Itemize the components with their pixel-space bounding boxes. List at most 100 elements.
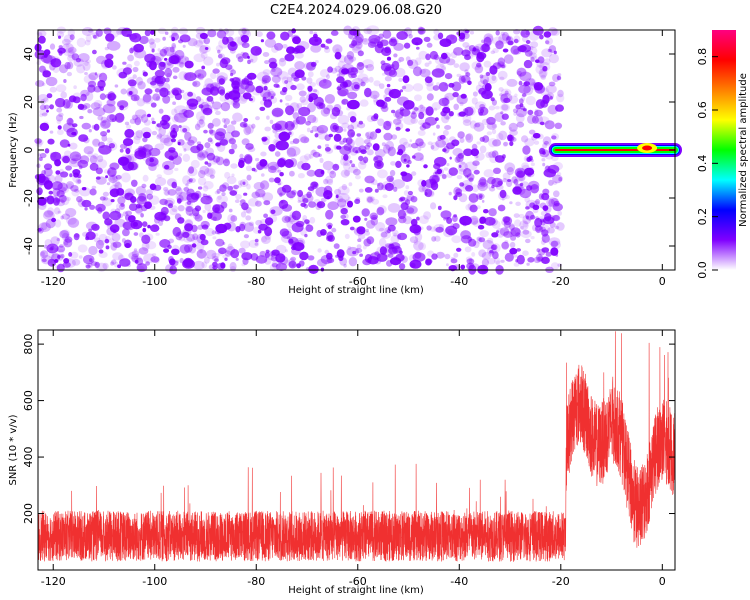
spectrogram-noise-blob <box>44 244 48 249</box>
spectrogram-noise-blob <box>336 251 343 259</box>
spectrogram-noise-blob <box>60 171 69 178</box>
spectrogram-noise-blob <box>255 161 265 170</box>
spectrogram-noise-blob <box>549 96 554 100</box>
spectrogram-noise-blob <box>186 193 199 203</box>
spectrogram-noise-blob <box>339 145 352 156</box>
spectrogram-noise-blob <box>316 124 329 134</box>
spectrogram-noise-blob <box>357 233 366 240</box>
spectrogram-noise-blob <box>542 142 548 149</box>
spectrogram-noise-blob <box>347 102 352 107</box>
spectrogram-noise-blob <box>544 58 551 66</box>
spectrogram-noise-blob <box>421 180 427 187</box>
spectrogram-noise-blob <box>240 41 247 47</box>
spectrogram-noise-blob <box>229 262 237 271</box>
spectrogram-noise-blob <box>195 39 203 47</box>
spectrogram-noise-blob <box>154 216 160 224</box>
spectrogram-noise-blob <box>204 256 210 264</box>
spectrogram-noise-blob <box>177 231 184 239</box>
spectrogram-noise-blob <box>216 30 227 39</box>
spectrogram-noise-blob <box>312 116 319 124</box>
spectrogram-noise-blob <box>40 255 53 265</box>
spectrogram-noise-blob <box>515 232 521 238</box>
spectrogram-noise-blob <box>530 236 535 240</box>
spectrogram-noise-blob <box>323 178 329 185</box>
spectrogram-noise-blob <box>60 253 65 259</box>
spectrogram-noise-blob <box>403 213 408 217</box>
spectrogram-noise-blob <box>343 159 352 167</box>
spectrogram-noise-blob <box>147 113 151 118</box>
spectrogram-noise-blob <box>491 123 497 129</box>
spectrogram-noise-blob <box>204 142 211 149</box>
spectrogram-noise-blob <box>191 236 201 244</box>
spectrogram-noise-blob <box>219 184 227 192</box>
spectrogram-noise-blob <box>281 184 292 193</box>
spectrogram-noise-blob <box>346 85 355 92</box>
spectrogram-noise-blob <box>231 143 238 150</box>
spectrogram-noise-blob <box>496 230 500 234</box>
spectrogram-noise-blob <box>358 188 364 193</box>
spectrogram-noise-blob <box>534 84 546 94</box>
spectrogram-noise-blob <box>388 181 395 188</box>
spectrogram-noise-blob <box>171 181 177 189</box>
spectrogram-noise-blob <box>175 191 188 202</box>
spectrogram-noise-blob <box>244 222 254 233</box>
spectrogram-noise-blob <box>315 186 329 197</box>
spectrogram-noise-blob <box>184 60 194 69</box>
spectrogram-noise-blob <box>542 65 548 72</box>
snr-line-trace <box>37 331 676 563</box>
spectrogram-noise-blob <box>436 251 445 259</box>
spectrogram-noise-blob <box>394 109 404 119</box>
spectrogram-noise-blob <box>465 185 474 192</box>
spectrogram-noise-blob <box>197 73 202 77</box>
spectrogram-noise-blob <box>155 232 160 236</box>
spectrogram-noise-blob <box>159 134 171 144</box>
spectrogram-noise-blob <box>61 156 68 162</box>
spectrogram-noise-blob <box>458 32 466 40</box>
spectrogram-noise-blob <box>255 219 263 226</box>
spectrogram-noise-blob <box>44 148 50 154</box>
colorbar-tick-label: 0.6 <box>696 101 709 119</box>
spectrogram-noise-blob <box>399 108 411 117</box>
spectrogram-noise-blob <box>198 37 206 44</box>
spectrogram-noise-blob <box>193 260 205 270</box>
spectrogram-noise-blob <box>211 252 220 259</box>
spectrogram-noise-blob <box>443 217 447 221</box>
spectrogram-noise-blob <box>204 228 215 237</box>
spectrogram-noise-blob <box>384 76 392 82</box>
spectrogram-noise-blob <box>424 62 430 67</box>
spectrogram-noise-blob <box>293 153 297 158</box>
spectrogram-noise-blob <box>214 190 220 195</box>
spectrogram-noise-blob <box>532 200 540 209</box>
spectrogram-noise-blob <box>255 85 264 94</box>
spectrogram-noise-blob <box>193 53 206 63</box>
spectrogram-noise-blob <box>510 235 517 241</box>
spectrogram-noise-blob <box>473 122 485 132</box>
spectrogram-noise-blob <box>223 124 228 129</box>
spectrogram-noise-blob <box>303 62 315 70</box>
spectrogram-noise-blob <box>145 189 153 196</box>
spectrogram-noise-blob <box>333 133 342 142</box>
spectrogram-noise-blob <box>56 84 67 93</box>
spectrogram-noise-blob <box>477 224 485 230</box>
spectrogram-noise-blob <box>181 231 189 238</box>
spectrogram-noise-blob <box>366 149 374 156</box>
spectrogram-noise-blob <box>271 249 280 256</box>
spectrogram-noise-blob <box>259 159 268 167</box>
spectrogram-noise-blob <box>458 164 462 168</box>
spectrogram-noise-blob <box>464 45 472 54</box>
spectrogram-noise-blob <box>243 192 248 196</box>
spectrogram-noise-blob <box>337 114 350 125</box>
spectrogram-noise-blob <box>290 123 294 127</box>
spectrogram-noise-blob <box>417 130 426 136</box>
spectrogram-noise-blob <box>207 194 212 200</box>
spectrogram-noise-blob <box>499 76 505 81</box>
spectrogram-noise-blob <box>116 188 125 196</box>
spectrogram-noise-blob <box>195 96 202 103</box>
spectrogram-noise-blob <box>170 54 181 65</box>
spectrogram-noise-blob <box>413 241 424 251</box>
spectrogram-noise-blob <box>230 72 234 77</box>
spectrogram-noise-blob <box>141 114 149 123</box>
spectrogram-noise-blob <box>344 199 350 204</box>
spectrogram-noise-blob <box>164 164 170 170</box>
spectrogram-noise-blob <box>519 182 524 187</box>
